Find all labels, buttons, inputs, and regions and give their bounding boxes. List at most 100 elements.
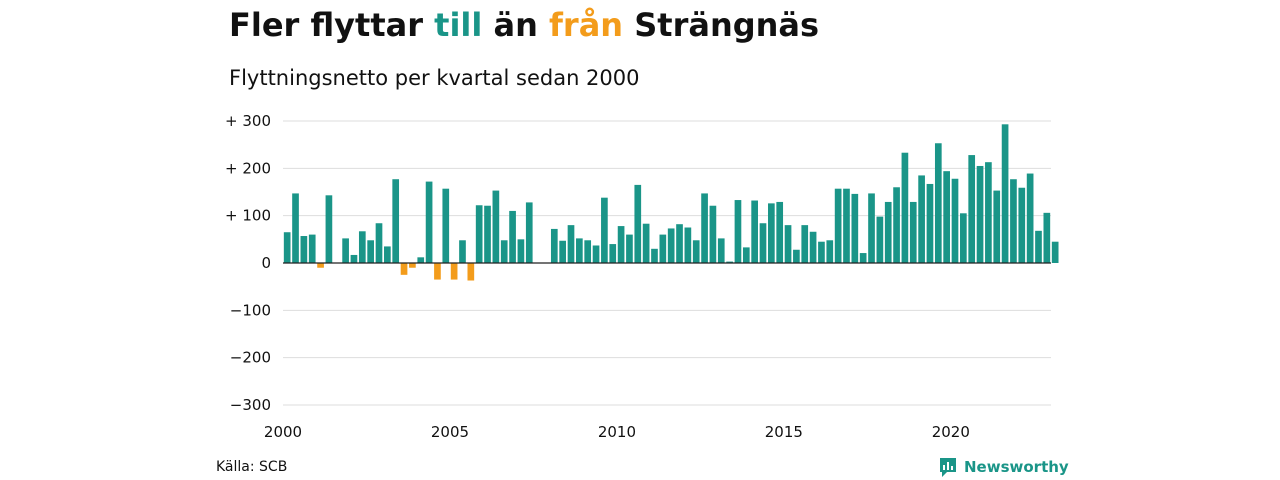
y-tick-label: + 200 [225, 159, 271, 177]
bar [1018, 187, 1026, 263]
bar [801, 225, 809, 263]
bar [1051, 241, 1059, 263]
bar [659, 234, 667, 263]
bar [826, 240, 834, 263]
newsworthy-logo: Newsworthy [938, 456, 1069, 478]
title-part-3: än [493, 6, 538, 44]
bar [985, 162, 992, 263]
bar [851, 193, 859, 263]
bar [701, 193, 708, 263]
bar [993, 190, 1001, 263]
bar [818, 241, 825, 263]
bar [517, 239, 525, 263]
bar [417, 257, 425, 263]
y-tick-label: −100 [230, 301, 271, 319]
y-axis: + 300 + 200 + 100 0 −100 −200 −300 [225, 112, 271, 414]
bar [1035, 230, 1042, 263]
bar [642, 223, 650, 263]
bar [475, 205, 483, 263]
bar [375, 223, 383, 263]
bar [926, 183, 934, 263]
x-tick-label: 2000 [264, 423, 302, 441]
bar [300, 236, 308, 263]
bar [550, 228, 558, 263]
bar [450, 263, 458, 280]
bar [467, 263, 475, 281]
y-tick-label: 0 [261, 254, 271, 272]
bar [751, 200, 758, 263]
x-axis: 2000 2005 2010 2015 2020 [264, 423, 970, 441]
bar [776, 201, 784, 263]
bars [283, 124, 1059, 281]
bar [358, 231, 366, 263]
bar [943, 171, 950, 263]
bar [893, 187, 900, 263]
bar [576, 238, 583, 263]
bar [492, 190, 500, 263]
bar [559, 240, 566, 263]
bar [626, 234, 633, 263]
y-tick-label: −200 [230, 349, 271, 367]
bar [742, 247, 750, 263]
x-tick-label: 2020 [932, 423, 970, 441]
bar [400, 263, 408, 275]
bar [651, 248, 658, 263]
bar [684, 227, 692, 263]
bar [843, 188, 850, 263]
bar [809, 231, 817, 263]
bar [884, 201, 892, 263]
title-word-fran: från [549, 6, 624, 44]
bar [1010, 179, 1017, 263]
bar [1001, 124, 1009, 263]
y-tick-label: + 100 [225, 207, 271, 225]
x-tick-label: 2010 [598, 423, 636, 441]
bar [367, 240, 374, 263]
bar [918, 175, 925, 263]
bar [784, 225, 792, 263]
bar [1043, 212, 1051, 263]
bar [609, 244, 617, 263]
bar [834, 188, 842, 263]
bar [976, 165, 984, 263]
bar [384, 246, 391, 263]
bar [509, 210, 516, 263]
bar [934, 143, 942, 263]
bar [525, 202, 533, 263]
bar [759, 223, 767, 263]
bar [459, 240, 466, 263]
bar [909, 201, 917, 263]
logo-text: Newsworthy [964, 458, 1069, 476]
bar [726, 261, 733, 263]
chart-title: Fler flyttar till än från Strängnäs [229, 6, 819, 44]
bar [601, 197, 608, 263]
bar [876, 216, 884, 263]
bar [617, 226, 625, 263]
bar [342, 238, 349, 263]
bar [1026, 173, 1034, 263]
chart-subtitle: Flyttningsnetto per kvartal sedan 2000 [229, 66, 640, 90]
bar [442, 188, 450, 263]
bar [667, 228, 675, 263]
bar [308, 234, 316, 263]
bar [717, 238, 725, 263]
y-tick-label: −300 [230, 396, 271, 414]
bar [676, 224, 683, 263]
bar [317, 263, 324, 268]
bar [960, 213, 967, 263]
y-tick-label: + 300 [225, 112, 271, 130]
bar [283, 232, 291, 263]
bar [350, 254, 358, 263]
bar [951, 178, 959, 263]
bar [434, 263, 441, 280]
bar [692, 240, 700, 263]
bar [859, 253, 867, 263]
bar [567, 225, 575, 263]
bar [325, 195, 333, 263]
bar [901, 152, 909, 263]
bar [793, 249, 800, 263]
title-part-1: Fler flyttar [229, 6, 423, 44]
bar [868, 193, 875, 263]
bar [484, 205, 491, 263]
title-word-till: till [434, 6, 483, 44]
